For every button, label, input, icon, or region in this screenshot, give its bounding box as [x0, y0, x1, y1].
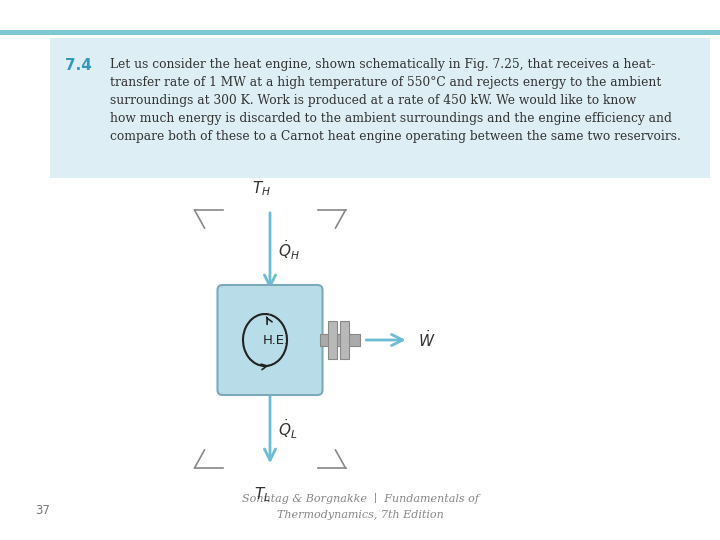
Text: $\dot{Q}_L$: $\dot{Q}_L$	[278, 417, 297, 441]
Bar	[0, 30, 720, 35]
Text: H.E.: H.E.	[263, 334, 289, 347]
Bar	[340, 321, 348, 359]
Text: $\dot{Q}_H$: $\dot{Q}_H$	[278, 238, 300, 262]
Text: Sonntag & Borgnakke  ∣  Fundamentals of: Sonntag & Borgnakke ∣ Fundamentals of	[241, 493, 479, 504]
Text: Thermodynamics, 7th Edition: Thermodynamics, 7th Edition	[276, 510, 444, 520]
Text: Let us consider the heat engine, shown schematically in Fig. 7.25, that receives: Let us consider the heat engine, shown s…	[110, 58, 681, 143]
Bar	[50, 38, 710, 178]
Text: $T_L$: $T_L$	[253, 485, 270, 504]
Text: 7.4: 7.4	[65, 58, 92, 73]
Bar	[328, 321, 336, 359]
FancyBboxPatch shape	[217, 285, 323, 395]
Text: $T_H$: $T_H$	[253, 179, 271, 198]
Text: $\dot{W}$: $\dot{W}$	[418, 329, 436, 350]
Bar	[320, 334, 359, 346]
Text: 37: 37	[35, 503, 50, 516]
